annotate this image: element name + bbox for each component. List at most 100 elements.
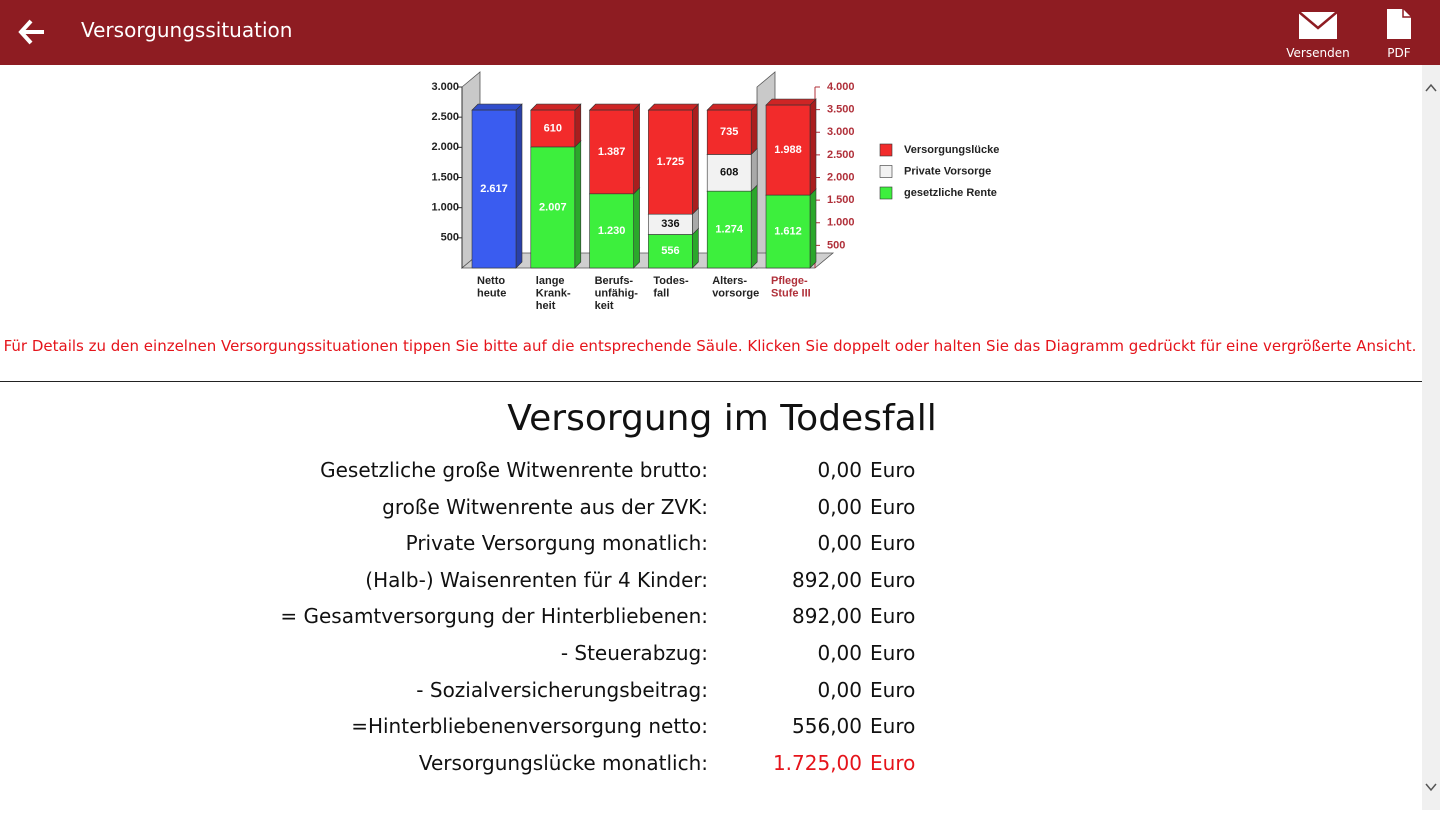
bar-segment[interactable] [471,109,517,269]
y-tick-label: 2.000 [431,141,459,153]
bar-segment[interactable] [648,234,693,269]
x-tick-label: Krank- [536,287,571,299]
row-amount: 0,00 [817,531,862,556]
detail-row: =Hinterbliebenenversorgung netto: 556,00 E… [0,714,1420,744]
bar-top [530,103,582,111]
y2-tick-label: 2.000 [827,171,855,183]
bar-side [750,184,758,269]
row-currency: Euro [870,458,916,482]
x-tick-label: Alters- [712,275,747,287]
legend-label: gesetzliche Rente [904,187,997,199]
app-bar: Versorgungssituation Versenden PDF [0,0,1440,65]
row-amount: 892,00 [792,567,862,592]
detail-row: Private Versorgung monatlich: 0,00 Euro [0,531,1420,561]
y2-tick-label: 1.500 [827,194,855,206]
row-currency: Euro [870,531,916,556]
x-tick-label: Todes- [653,275,689,287]
bar-top [588,103,641,111]
row-amount: 892,00 [792,604,862,629]
y2-tick-label: 500 [827,239,845,251]
bar-top [471,103,523,111]
x-tick-label: Netto [477,275,505,287]
bar-side [809,188,817,269]
page-title: Versorgungssituation [81,18,293,42]
y2-tick-label: 2.500 [827,149,855,161]
bar-side [750,103,758,156]
row-amount: 0,00 [817,641,862,665]
bar-side [574,103,582,148]
row-label: = Gesamtversorgung der Hinterbliebenen: [280,604,708,629]
value-label: 735 [720,126,738,138]
row-amount: 556,00 [792,714,862,739]
row-amount: 0,00 [817,458,862,482]
bar-side [750,147,758,192]
bar-segment[interactable] [706,190,752,269]
x-tick-label: Berufs- [595,275,634,287]
row-currency: Euro [870,677,916,702]
chart[interactable]: 500 1.000 1.500 2.000 2.500 3.000 500 1.000 1.50… [0,0,1100,320]
value-label: 1.387 [598,146,626,158]
legend-label: Versorgungslücke [904,144,999,156]
bar-segment[interactable] [530,146,576,269]
row-currency: Euro [870,750,916,775]
value-label: 2.007 [539,201,567,213]
x-tick-label: fall [653,287,669,299]
detail-row: Gesetzliche große Witwenrente brutto: 0,0… [0,458,1420,488]
bar-segment[interactable] [765,194,811,269]
x-tick-label: heute [477,287,506,299]
row-label: Versorgungslücke monatlich: [418,750,708,775]
value-label: 1.725 [657,156,685,168]
scroll-arrows[interactable] [1422,65,1440,810]
bar-side [515,103,523,269]
row-label: =Hinterbliebenenversorgung netto: [351,714,708,739]
send-button[interactable]: Versenden [1286,46,1350,60]
bar-side [692,103,699,215]
scrollbar[interactable] [1422,65,1440,810]
x-tick-label: Pflege- [771,275,808,287]
row-currency: Euro [870,567,916,592]
y2-tick-label: 3.500 [827,104,855,116]
bar-segment[interactable] [706,154,752,192]
bar-top [765,98,817,106]
pdf-button[interactable]: PDF [1387,46,1411,60]
mail-icon[interactable] [1298,11,1338,41]
bar-segment[interactable] [530,109,576,148]
legend-swatch [879,186,893,200]
bar-top [706,103,758,111]
value-label: 610 [544,122,562,134]
legend-label: Private Vorsorge [904,165,991,177]
bar-segment[interactable] [589,109,634,195]
x-tick-label: lange [536,275,565,287]
y-tick-label: 2.500 [431,111,459,123]
bar-segment[interactable] [765,104,811,196]
divider [0,381,1422,382]
row-label: Private Versorgung monatlich: [405,531,708,556]
bar-side [633,103,640,195]
y-tick-label: 1.500 [431,171,459,183]
row-label: große Witwenrente aus der ZVK: [382,494,708,519]
row-amount: 1.725,00 [772,750,862,775]
back-button[interactable] [18,19,46,45]
value-label: 2.617 [480,183,508,195]
detail-row: - Sozialversicherungsbeitrag: 0,00 Euro [0,678,1420,708]
bar-segment[interactable] [589,193,634,269]
bar-side [633,187,640,269]
bar-top [647,103,700,111]
detail-row: - Steuerabzug: 0,00 Euro [0,641,1420,671]
row-currency: Euro [870,714,916,739]
value-label: 608 [720,167,738,179]
bar-side [574,140,582,269]
pdf-icon[interactable] [1387,9,1411,39]
bar-side [809,98,817,196]
value-label: 1.274 [715,223,743,235]
legend-swatch [879,165,893,178]
detail-title: Versorgung im Todesfall [507,398,937,439]
value-label: 556 [661,245,679,257]
value-label: 1.988 [774,144,802,156]
x-tick-label: Stufe III [771,287,811,299]
y-tick-label: 1.000 [431,202,459,214]
x-tick-label: heit [536,300,556,312]
bar-segment[interactable] [648,109,693,215]
bar-segment[interactable] [706,109,752,155]
